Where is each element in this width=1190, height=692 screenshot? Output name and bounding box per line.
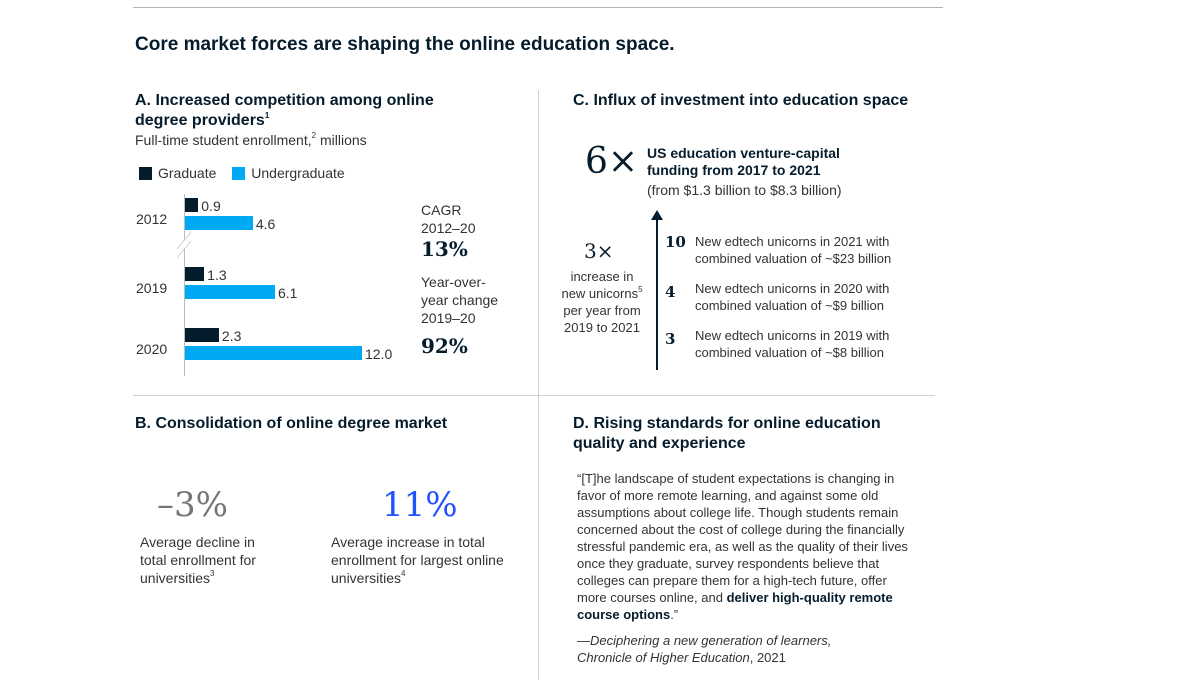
value-label: 12.0	[365, 346, 393, 362]
value-label: 6.1	[277, 285, 298, 301]
unicorn-list: 10 New edtech unicorns in 2021 with combi…	[665, 233, 925, 374]
quote-source: —Deciphering a new generation of learner…	[577, 633, 832, 665]
cagr-value: 13%	[421, 237, 468, 261]
stat-increase-text: Average increase in total enrollment for…	[331, 534, 504, 586]
bar-undergraduate	[185, 346, 362, 360]
value-label: 4.6	[255, 216, 276, 232]
legend-undergraduate: Undergraduate	[232, 165, 345, 181]
value-label: 2.3	[221, 328, 242, 344]
bar-graduate	[185, 328, 219, 342]
top-rule	[133, 7, 943, 8]
category-label: 2012	[136, 211, 168, 227]
vc-multiple: 6×	[585, 141, 639, 182]
horizontal-divider	[133, 395, 935, 396]
cagr-label: CAGR 2012–20	[421, 202, 476, 236]
vc-headline: US education venture-capital funding fro…	[647, 145, 840, 178]
value-label: 0.9	[201, 198, 221, 214]
section-d-title: D. Rising standards for online education…	[573, 415, 881, 452]
section-a-subtitle: Full-time student enrollment,2 millions	[135, 131, 367, 148]
category-label: 2019	[136, 280, 168, 296]
bar-graduate	[185, 267, 205, 281]
arrow-head	[651, 210, 663, 220]
arrow-up-icon	[656, 214, 658, 370]
unicorn-item: 3 New edtech unicorns in 2019 with combin…	[665, 328, 890, 360]
unicorn-item: 4 New edtech unicorns in 2020 with combin…	[665, 281, 890, 313]
vc-detail: (from $1.3 billion to $8.3 billion)	[647, 182, 842, 198]
unicorn-item: 10 New edtech unicorns in 2021 with combi…	[665, 233, 892, 266]
value-label: 1.3	[207, 267, 227, 283]
yoy-value: 92%	[421, 334, 468, 358]
bar-undergraduate	[185, 216, 253, 230]
bar-graduate	[185, 198, 199, 212]
unicorn-text: increase in new unicorns5 per year from …	[561, 269, 643, 335]
section-a-title: A. Increased competition among online de…	[135, 92, 434, 129]
page-title: Core market forces are shaping the onlin…	[135, 34, 675, 55]
stat-decline-text: Average decline in total enrollment for …	[140, 534, 256, 586]
legend: Graduate Undergraduate	[139, 164, 345, 182]
section-b-title: B. Consolidation of online degree market	[135, 415, 448, 432]
stat-decline-value: –3%	[157, 485, 228, 525]
vertical-divider	[538, 90, 539, 680]
chart-axis	[184, 194, 185, 376]
category-label: 2020	[136, 341, 168, 357]
unicorn-multiple: 3×	[584, 239, 614, 263]
stat-increase-value: 11%	[382, 485, 458, 525]
legend-graduate: Graduate	[139, 165, 216, 181]
yoy-label: Year-over-year change 2019–20	[421, 274, 499, 326]
quote: “[T]he landscape of student expectations…	[577, 471, 908, 622]
bar-undergraduate	[185, 285, 275, 299]
section-c-title: C. Influx of investment into education s…	[573, 92, 909, 109]
enrollment-bar-chart: 2012 0.9 4.6 2019 1.3 6.1 2020 2.3 12.0	[0, 0, 540, 390]
